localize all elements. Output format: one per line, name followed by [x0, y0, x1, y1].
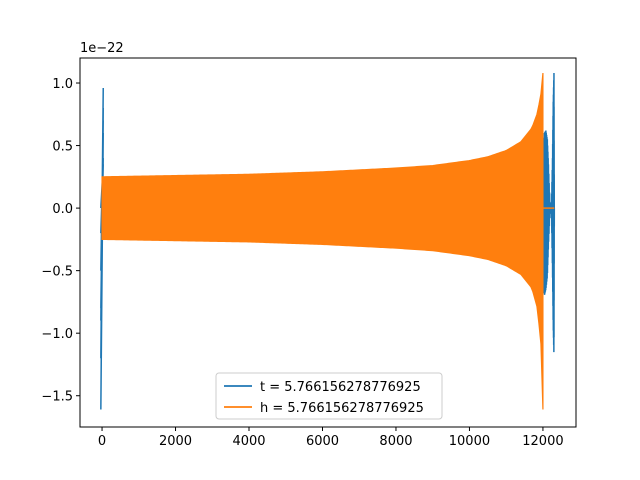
- y-tick-label: −0.5: [41, 265, 73, 280]
- x-tick-label: 2000: [159, 434, 192, 449]
- y-offset-label: 1e−22: [80, 41, 124, 56]
- legend-label: h = 5.766156278776925: [260, 401, 424, 416]
- y-tick-label: 0.5: [52, 140, 73, 155]
- legend-box: [215, 372, 443, 420]
- plot-area: [100, 72, 556, 410]
- x-tick-label: 0: [98, 434, 106, 449]
- axes-frame: [79, 57, 577, 428]
- x-tick-label: 6000: [306, 434, 339, 449]
- y-tick-label: −1.0: [41, 327, 73, 342]
- axes: 0 2000 4000 6000 8000 10000 12000 −1.5 −1.0 −0.5 0…: [41, 57, 577, 449]
- y-tick-label: 1.0: [52, 77, 73, 92]
- series-h-oscillation: [101, 72, 544, 410]
- x-tick-label: 4000: [232, 434, 265, 449]
- x-tick-label: 12000: [522, 434, 563, 449]
- y-tick-label: 0.0: [52, 202, 73, 217]
- legend: t = 5.766156278776925 h = 5.7661562787769…: [215, 372, 443, 420]
- x-tick-label: 10000: [449, 434, 490, 449]
- legend-label: t = 5.766156278776925: [260, 380, 421, 395]
- series-t-final-burst: [542, 73, 556, 353]
- y-tick-label: −1.5: [41, 390, 73, 405]
- x-tick-label: 8000: [379, 434, 412, 449]
